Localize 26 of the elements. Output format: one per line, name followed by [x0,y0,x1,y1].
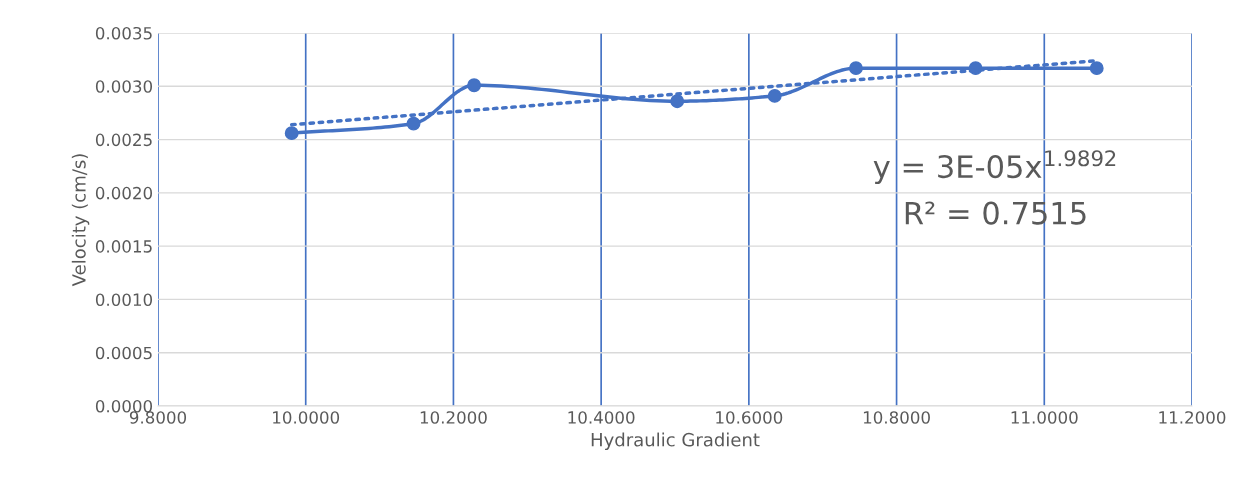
x-tick-label: 10.2000 [420,411,487,424]
point [467,78,482,93]
annotation: y = 3E-05x$^{1.9892}$ [873,150,1116,185]
x-tick-label: 10.4000 [568,411,635,424]
x-tick-label: 10.0000 [273,411,340,424]
x-tick-label: 11.2000 [1159,411,1226,424]
x-tick-label: 10.8000 [863,411,930,424]
x-axis-title: Hydraulic Gradient [591,432,760,451]
point [767,88,782,103]
y-tick-label: 0.0015 [95,240,152,253]
y-tick-label: 0.0025 [95,133,152,147]
x-tick-label: 10.6000 [716,411,783,424]
y-tick-label: 0.0020 [95,186,153,200]
point [406,116,421,131]
point [849,61,863,76]
y-tick-label: 0.0005 [95,346,152,360]
y-tick-label: 0.0010 [95,293,153,306]
y-tick-label: 0.0035 [95,26,152,40]
y-tick-label: 0.0000 [95,399,153,413]
y-axis-title: Velocity (cm/s) [71,154,90,287]
x-tick-label: 9.8000 [129,411,187,424]
point [284,126,299,141]
point [1089,61,1104,76]
point [670,94,685,109]
y-tick-label: 0.0030 [95,80,153,93]
x-tick-label: 11.0000 [1011,411,1078,424]
